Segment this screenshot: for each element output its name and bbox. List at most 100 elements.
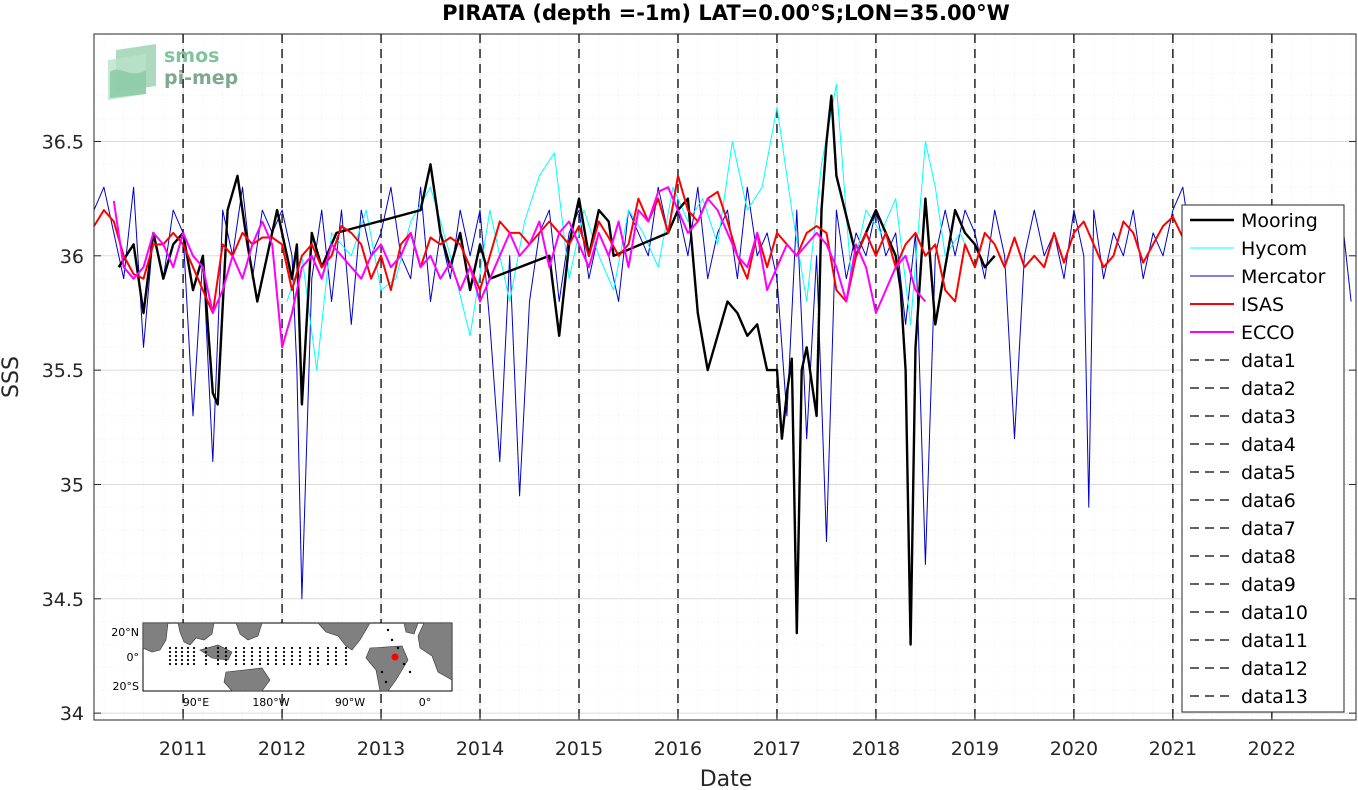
mooring-dot: [326, 654, 330, 658]
mooring-dot: [250, 646, 254, 650]
mooring-dot: [234, 662, 238, 666]
mooring-dot: [234, 646, 238, 650]
mooring-dot: [186, 654, 190, 658]
mooring-dot: [266, 654, 270, 658]
mooring-dot: [290, 658, 294, 662]
legend-item-data7: data7: [1190, 518, 1296, 540]
mooring-dot: [204, 662, 208, 666]
legend-label: Mercator: [1241, 266, 1326, 288]
mooring-dot: [266, 646, 270, 650]
mooring-dot: [180, 658, 184, 662]
mooring-dot: [384, 680, 388, 684]
legend-item-data9: data9: [1190, 574, 1296, 596]
mooring-dot: [396, 646, 400, 650]
mooring-dot: [316, 658, 320, 662]
legend-label: ECCO: [1241, 322, 1295, 344]
x-tick-label: 2011: [159, 738, 207, 760]
mooring-dot: [344, 646, 348, 650]
mooring-dot: [174, 658, 178, 662]
mooring-dot: [290, 654, 294, 658]
mooring-dot: [234, 658, 238, 662]
mooring-dot: [180, 654, 184, 658]
x-tick-label: 2013: [357, 738, 405, 760]
legend-label: data4: [1241, 434, 1296, 456]
x-tick-label: 2022: [1248, 738, 1296, 760]
mooring-dot: [326, 646, 330, 650]
mooring-dot: [316, 650, 320, 654]
legend-label: data2: [1241, 378, 1296, 400]
legend-item-data6: data6: [1190, 490, 1296, 512]
mooring-dot: [390, 638, 394, 642]
mooring-dot: [174, 654, 178, 658]
mooring-dot: [282, 662, 286, 666]
legend-label: data6: [1241, 490, 1296, 512]
mooring-dot: [234, 654, 238, 658]
mooring-dot: [308, 650, 312, 654]
mooring-dot: [234, 650, 238, 654]
mooring-dot: [334, 654, 338, 658]
mooring-dot: [274, 650, 278, 654]
mooring-dot: [274, 646, 278, 650]
mooring-dot: [308, 654, 312, 658]
mooring-dot: [180, 650, 184, 654]
legend-label: data9: [1241, 574, 1296, 596]
mooring-dot: [242, 654, 246, 658]
mooring-dot: [216, 654, 220, 658]
mooring-dot: [224, 654, 228, 658]
legend-label: data11: [1241, 630, 1308, 652]
x-tick-label: 2016: [654, 738, 702, 760]
mooring-dot: [242, 658, 246, 662]
x-tick-label: 2012: [258, 738, 306, 760]
mooring-dot: [258, 650, 262, 654]
mooring-dot: [402, 662, 406, 666]
x-tick-label: 2019: [951, 738, 999, 760]
legend-item-data4: data4: [1190, 434, 1296, 456]
mooring-dot: [316, 654, 320, 658]
mooring-dot: [298, 646, 302, 650]
plot-background: [94, 34, 1356, 720]
legend-label: data5: [1241, 462, 1296, 484]
mooring-dot: [308, 662, 312, 666]
mooring-dot: [250, 658, 254, 662]
legend-label: Hycom: [1241, 238, 1307, 260]
mooring-dot: [334, 658, 338, 662]
mooring-dot: [242, 650, 246, 654]
axes-box: [93, 33, 1357, 721]
mooring-dot: [282, 646, 286, 650]
legend-box: [1181, 204, 1345, 713]
legend-item-data1: data1: [1190, 350, 1296, 372]
mooring-dot: [186, 662, 190, 666]
mooring-dot: [298, 650, 302, 654]
mooring-dot: [290, 650, 294, 654]
mooring-dot: [298, 662, 302, 666]
mooring-dot: [344, 650, 348, 654]
mooring-dot: [258, 646, 262, 650]
mooring-dot: [224, 646, 228, 650]
mooring-dot: [344, 662, 348, 666]
mooring-dot: [192, 654, 196, 658]
legend-label: data12: [1241, 658, 1308, 680]
chart-title: PIRATA (depth =-1m) LAT=0.00°S;LON=35.00…: [442, 1, 1010, 25]
inset-lon-label-90w: 90°W: [335, 696, 365, 709]
legend-label: Mooring: [1241, 210, 1318, 232]
mooring-dot: [408, 670, 412, 674]
mooring-dot: [258, 654, 262, 658]
inset-lon-label-90e: 90°E: [183, 696, 209, 709]
logo-text-smos: smos: [164, 45, 219, 67]
legend-item-data5: data5: [1190, 462, 1296, 484]
mooring-dot: [274, 658, 278, 662]
logo-text-pimep: pi-mep: [164, 67, 238, 89]
mooring-dot: [192, 662, 196, 666]
inset-lon-label-180w: 180°W: [252, 696, 289, 709]
mooring-dot: [334, 662, 338, 666]
legend-item-data11: data11: [1190, 630, 1308, 652]
legend-item-isas: ISAS: [1190, 294, 1284, 316]
mooring-dot: [298, 654, 302, 658]
x-tick-label: 2018: [852, 738, 900, 760]
mooring-dot: [386, 628, 390, 632]
series-line-isas: [93, 174, 1184, 314]
mooring-dot: [204, 650, 208, 654]
mooring-dot: [380, 670, 384, 674]
mooring-dot: [186, 646, 190, 650]
x-axis-label: Date: [700, 767, 753, 790]
